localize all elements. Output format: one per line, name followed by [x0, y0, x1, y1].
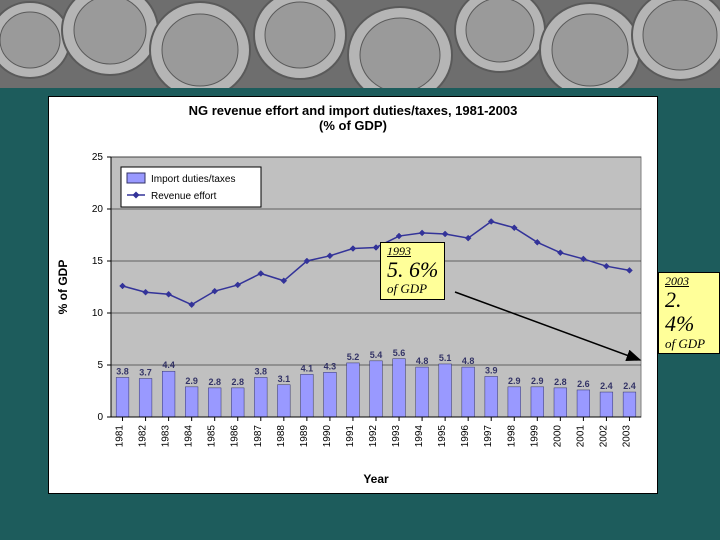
callout-1993: 19935. 6%of GDP	[380, 242, 445, 300]
banner-coins	[0, 0, 720, 88]
svg-text:1981: 1981	[115, 425, 126, 448]
svg-text:4.4: 4.4	[162, 360, 175, 370]
bar	[139, 379, 152, 417]
bar	[162, 371, 175, 417]
svg-text:5: 5	[97, 360, 103, 371]
svg-text:15: 15	[92, 256, 104, 267]
callout-2003: 20032. 4%of GDP	[658, 272, 720, 354]
callout-sub: of GDP	[387, 282, 438, 296]
svg-text:3.8: 3.8	[116, 366, 129, 376]
svg-text:1997: 1997	[483, 425, 494, 448]
chart-svg: NG revenue effort and import duties/taxe…	[49, 97, 657, 493]
svg-text:1984: 1984	[184, 425, 195, 448]
chart-frame: NG revenue effort and import duties/taxe…	[48, 96, 658, 494]
svg-text:1990: 1990	[322, 425, 333, 448]
coins-illustration	[0, 0, 720, 88]
svg-text:1999: 1999	[529, 425, 540, 448]
bar	[277, 385, 290, 417]
svg-text:1988: 1988	[276, 425, 287, 448]
bar	[462, 367, 475, 417]
svg-text:1996: 1996	[460, 425, 471, 448]
bar	[439, 364, 452, 417]
svg-text:5.1: 5.1	[439, 353, 452, 363]
legend-bar-label: Import duties/taxes	[151, 174, 235, 185]
svg-text:2.9: 2.9	[508, 376, 521, 386]
bar	[254, 377, 267, 417]
svg-text:2.8: 2.8	[208, 377, 221, 387]
bar	[231, 388, 244, 417]
svg-text:4.8: 4.8	[462, 356, 475, 366]
svg-text:1991: 1991	[345, 425, 356, 448]
bar	[116, 377, 129, 417]
bar	[370, 361, 383, 417]
svg-text:(% of GDP): (% of GDP)	[319, 118, 387, 133]
svg-text:2002: 2002	[598, 425, 609, 448]
callout-pct: 5. 6%	[387, 258, 438, 282]
bar	[324, 372, 337, 417]
svg-text:5.6: 5.6	[393, 348, 406, 358]
svg-text:1985: 1985	[207, 425, 218, 448]
svg-text:NG revenue effort and import d: NG revenue effort and import duties/taxe…	[189, 103, 518, 118]
legend-line-label: Revenue effort	[151, 191, 217, 202]
bar	[531, 387, 544, 417]
svg-text:0: 0	[97, 412, 103, 423]
bar	[208, 388, 221, 417]
bar	[508, 387, 521, 417]
svg-text:10: 10	[92, 308, 104, 319]
page: NG revenue effort and import duties/taxe…	[0, 0, 720, 540]
bar	[485, 376, 498, 417]
bar	[577, 390, 590, 417]
svg-text:1986: 1986	[230, 425, 241, 448]
svg-text:2.6: 2.6	[577, 379, 590, 389]
svg-text:3.9: 3.9	[485, 365, 498, 375]
bar	[347, 363, 360, 417]
svg-text:2001: 2001	[575, 425, 586, 448]
bar	[185, 387, 198, 417]
svg-text:2.9: 2.9	[185, 376, 198, 386]
svg-text:4.1: 4.1	[301, 363, 314, 373]
svg-text:2.8: 2.8	[231, 377, 244, 387]
svg-text:5.4: 5.4	[370, 350, 383, 360]
svg-text:25: 25	[92, 152, 104, 163]
svg-text:3.8: 3.8	[255, 366, 268, 376]
svg-text:% of GDP: % of GDP	[56, 260, 70, 315]
svg-text:1995: 1995	[437, 425, 448, 448]
svg-text:1992: 1992	[368, 425, 379, 448]
svg-text:1987: 1987	[253, 425, 264, 448]
svg-text:5.2: 5.2	[347, 352, 360, 362]
callout-sub: of GDP	[665, 337, 713, 351]
svg-text:1989: 1989	[299, 425, 310, 448]
svg-text:3.7: 3.7	[139, 368, 152, 378]
svg-text:2.4: 2.4	[623, 381, 636, 391]
svg-text:1982: 1982	[138, 425, 149, 448]
bar	[416, 367, 429, 417]
bar	[554, 388, 567, 417]
svg-text:1993: 1993	[391, 425, 402, 448]
svg-text:2.9: 2.9	[531, 376, 544, 386]
svg-text:1998: 1998	[506, 425, 517, 448]
svg-text:2003: 2003	[621, 425, 632, 448]
svg-text:2.8: 2.8	[554, 377, 567, 387]
bar	[600, 392, 613, 417]
bar	[393, 359, 406, 417]
svg-text:4.8: 4.8	[416, 356, 429, 366]
svg-text:3.1: 3.1	[278, 374, 291, 384]
svg-text:20: 20	[92, 204, 104, 215]
svg-text:2.4: 2.4	[600, 381, 613, 391]
svg-text:1994: 1994	[414, 425, 425, 448]
svg-text:2000: 2000	[552, 425, 563, 448]
bar	[301, 374, 314, 417]
svg-text:4.3: 4.3	[324, 361, 337, 371]
bar	[623, 392, 636, 417]
callout-pct: 2. 4%	[665, 288, 713, 336]
svg-text:Year: Year	[363, 472, 389, 486]
svg-text:1983: 1983	[161, 425, 172, 448]
